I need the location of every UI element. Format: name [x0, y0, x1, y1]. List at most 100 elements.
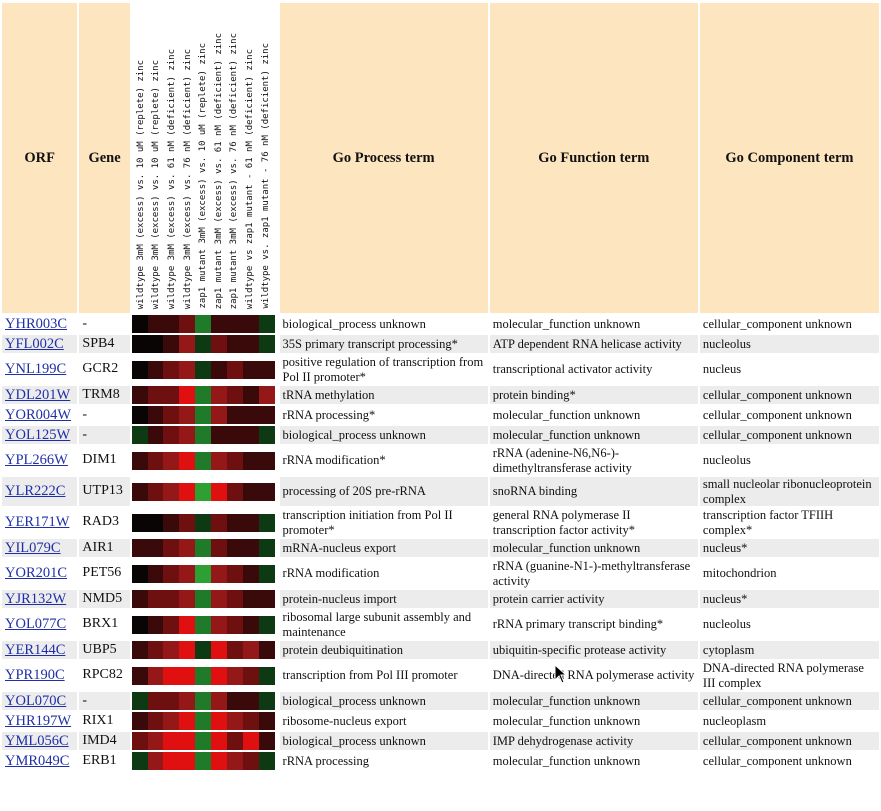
table-row: YML056C IMD4 biological_process unknown IMP…	[2, 732, 879, 750]
heatmap-cell	[258, 482, 275, 501]
orf-link[interactable]: YLR222C	[5, 483, 66, 500]
heatmap-cell	[179, 315, 196, 333]
go-function-cell: rRNA primary transcript binding*	[489, 610, 698, 639]
expression-heatmap	[131, 610, 278, 639]
heatmap-cell	[163, 386, 180, 404]
table-row: YHR003C - biological_process unknown molecu…	[2, 315, 879, 333]
heatmap-cell	[147, 406, 164, 424]
heatmap-cell	[211, 406, 228, 424]
heatmap-cell	[147, 451, 164, 470]
process-header: Go Process term	[279, 3, 488, 313]
expression-heatmap	[131, 315, 278, 333]
orf-cell: YHR197W	[2, 712, 78, 730]
heatmap-cell	[242, 641, 259, 659]
go-process-cell: rRNA processing	[279, 752, 488, 770]
heatmap-cell	[242, 712, 259, 730]
orf-link[interactable]: YOR004W	[5, 406, 72, 423]
heatmap-cell	[195, 539, 212, 557]
orf-link[interactable]: YOR201C	[5, 565, 68, 582]
table-row: YOL125W - biological_process unknown molecu…	[2, 426, 879, 444]
table-row: YPL266W DIM1 rRNA modification* rRNA (adeni…	[2, 446, 879, 475]
orf-link[interactable]: YER171W	[5, 514, 70, 531]
orf-link[interactable]: YNL199C	[5, 361, 67, 378]
orf-cell: YOL077C	[2, 610, 78, 639]
heatmap-cell	[211, 335, 228, 353]
heatmap-cell	[242, 426, 259, 444]
heatmap-cell	[242, 539, 259, 557]
heatmap-cell	[131, 406, 148, 424]
heatmap-cell	[195, 590, 212, 608]
orf-link[interactable]: YHR003C	[5, 315, 68, 332]
heatmap-cell	[179, 564, 196, 583]
orf-link[interactable]: YER144C	[5, 641, 66, 658]
go-process-cell: positive regulation of transcription fro…	[279, 355, 488, 384]
orf-link[interactable]: YPR190C	[5, 667, 65, 684]
orf-link[interactable]: YMR049C	[5, 752, 70, 769]
orf-link[interactable]: YPL266W	[5, 452, 68, 469]
orf-link[interactable]: YHR197W	[5, 712, 72, 729]
go-component-cell: cellular_component unknown	[699, 692, 879, 710]
heatmap-cell	[227, 482, 243, 501]
heatmap-cell	[211, 513, 228, 532]
orf-cell: YNL199C	[2, 355, 78, 384]
go-function-cell: DNA-directed RNA polymerase activity	[489, 661, 698, 690]
heatmap-cell	[242, 482, 259, 501]
heatmap-cell	[147, 539, 164, 557]
heatmap-cell	[131, 641, 148, 659]
go-component-cell: cytoplasm	[699, 641, 879, 659]
gene-cell: UBP5	[79, 641, 130, 659]
heatmap-cell	[242, 513, 259, 532]
go-process-cell: rRNA modification	[279, 559, 488, 588]
orf-link[interactable]: YFL002C	[5, 335, 64, 352]
orf-link[interactable]: YML056C	[5, 732, 69, 749]
heatmap-cell	[147, 752, 164, 770]
expression-heatmap	[131, 508, 278, 537]
gene-cell: BRX1	[79, 610, 130, 639]
heatmap-cell	[227, 539, 243, 557]
heatmap-cell	[258, 406, 275, 424]
go-process-cell: protein-nucleus import	[279, 590, 488, 608]
orf-link[interactable]: YOL077C	[5, 616, 67, 633]
heatmap-cell	[195, 641, 212, 659]
heatmap-cell	[147, 315, 164, 333]
heatmap-cell	[179, 386, 196, 404]
expression-heatmap	[131, 446, 278, 475]
heatmap-cell	[242, 732, 259, 750]
go-component-cell: nucleus*	[699, 590, 879, 608]
heatmap-cell	[211, 590, 228, 608]
go-component-cell: transcription factor TFIIH complex*	[699, 508, 879, 537]
go-function-cell: rRNA (adenine-N6,N6-)-dimethyltransferas…	[489, 446, 698, 475]
heatmap-cell	[195, 752, 212, 770]
heatmap-cell	[147, 666, 164, 685]
expression-heatmap	[131, 477, 278, 506]
heatmap-cell	[258, 590, 275, 608]
heatmap-cell	[131, 335, 148, 353]
expression-heatmap	[131, 661, 278, 690]
condition-label: wildtype vs zap1 mutant - 61 nM (deficie…	[244, 48, 255, 309]
heatmap-cell	[258, 513, 275, 532]
heatmap-cell	[131, 386, 148, 404]
heatmap-cell	[242, 315, 259, 333]
orf-link[interactable]: YJR132W	[5, 590, 67, 607]
heatmap-cell	[195, 335, 212, 353]
heatmap-cell	[195, 732, 212, 750]
go-process-cell: mRNA-nucleus export	[279, 539, 488, 557]
heatmap-cell	[211, 732, 228, 750]
go-function-cell: molecular_function unknown	[489, 712, 698, 730]
heatmap-cell	[147, 426, 164, 444]
heatmap-cell	[131, 315, 148, 333]
heatmap-cell	[258, 386, 275, 404]
expression-heatmap	[131, 712, 278, 730]
orf-cell: YPL266W	[2, 446, 78, 475]
heatmap-cell	[147, 564, 164, 583]
heatmap-cell	[147, 692, 164, 710]
orf-link[interactable]: YDL201W	[5, 386, 71, 403]
orf-link[interactable]: YIL079C	[5, 539, 61, 556]
heatmap-cell	[258, 451, 275, 470]
heatmap-cell	[258, 666, 275, 685]
expression-heatmap	[131, 406, 278, 424]
orf-link[interactable]: YOL070C	[5, 692, 67, 709]
heatmap-cell	[195, 406, 212, 424]
heatmap-cell	[179, 513, 196, 532]
orf-link[interactable]: YOL125W	[5, 426, 71, 443]
